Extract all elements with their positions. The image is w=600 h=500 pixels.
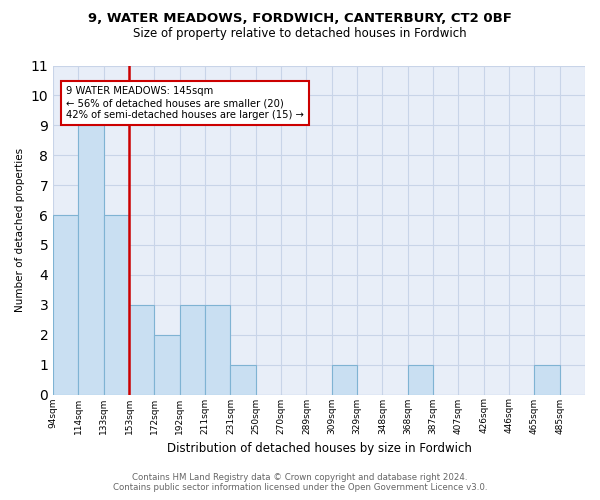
Text: Contains HM Land Registry data © Crown copyright and database right 2024.
Contai: Contains HM Land Registry data © Crown c… <box>113 473 487 492</box>
Bar <box>205 305 230 394</box>
Bar <box>129 305 154 394</box>
Bar <box>332 364 357 394</box>
Bar <box>180 305 205 394</box>
Bar <box>408 364 433 394</box>
Bar <box>53 215 79 394</box>
Text: 9, WATER MEADOWS, FORDWICH, CANTERBURY, CT2 0BF: 9, WATER MEADOWS, FORDWICH, CANTERBURY, … <box>88 12 512 26</box>
Text: 9 WATER MEADOWS: 145sqm
← 56% of detached houses are smaller (20)
42% of semi-de: 9 WATER MEADOWS: 145sqm ← 56% of detache… <box>66 86 304 120</box>
Bar <box>230 364 256 394</box>
Bar <box>535 364 560 394</box>
Bar <box>104 215 129 394</box>
Y-axis label: Number of detached properties: Number of detached properties <box>15 148 25 312</box>
Bar <box>79 126 104 394</box>
X-axis label: Distribution of detached houses by size in Fordwich: Distribution of detached houses by size … <box>167 442 472 455</box>
Bar <box>154 334 180 394</box>
Text: Size of property relative to detached houses in Fordwich: Size of property relative to detached ho… <box>133 28 467 40</box>
